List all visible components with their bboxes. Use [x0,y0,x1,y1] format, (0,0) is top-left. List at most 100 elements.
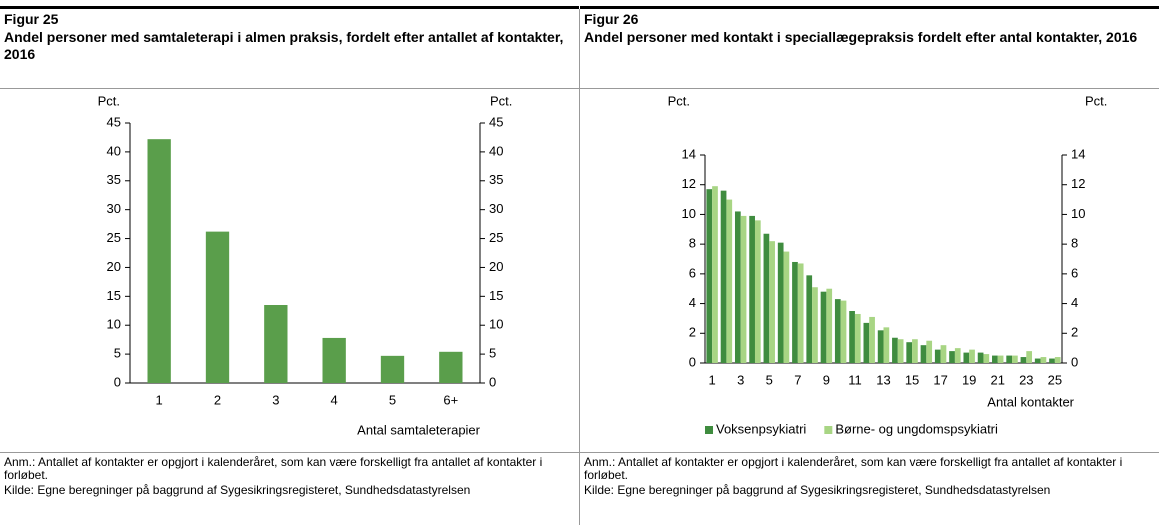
panel: Figur 25 Andel personer med samtaleterapi… [0,0,579,525]
bar [712,186,718,363]
x-tick-label: 15 [905,372,919,387]
y-tick-label: 10 [682,206,696,221]
y2-tick-label: 14 [1071,146,1085,161]
y-axis-label: Pct. [98,93,120,108]
y2-tick-label: 0 [489,374,496,389]
y2-tick-label: 35 [489,172,503,187]
figure-title: Andel personer med samtaleterapi i almen… [4,29,564,62]
bar [777,242,784,363]
source: Kilde: Egne beregninger på baggrund af S… [4,483,471,497]
bar [812,287,818,363]
bar [1020,357,1027,363]
bar [877,330,884,363]
x-tick-label: 3 [737,372,744,387]
x-tick-label: 19 [962,372,976,387]
y2-tick-label: 6 [1071,265,1078,280]
y2-tick-label: 8 [1071,236,1078,251]
x-tick-label: 1 [709,372,716,387]
bar [726,199,733,363]
panel: Figur 26 Andel personer med kontakt i spe… [580,0,1159,525]
bar [740,215,747,363]
y-tick-label: 10 [107,317,121,332]
bar [983,354,990,363]
bar [797,263,804,363]
y-tick-label: 14 [682,146,696,161]
y2-tick-label: 15 [489,288,503,303]
y-tick-label: 2 [689,325,696,340]
y2-tick-label: 20 [489,259,503,274]
figure-label: Figur 25 [4,11,59,27]
y2-tick-label: 10 [489,317,503,332]
x-axis-label: Antal kontakter [987,394,1074,409]
legend-label: Børne- og ungdomspsykiatri [835,421,998,436]
y-tick-label: 20 [107,259,121,274]
bar [863,322,870,363]
bar [1012,355,1018,363]
bar [806,275,813,363]
bar [1026,351,1033,363]
bar [897,339,904,363]
bar [147,139,171,383]
bar [1006,355,1013,363]
y-tick-label: 25 [107,230,121,245]
bar [920,345,927,363]
y2-tick-label: 10 [1071,206,1085,221]
rule [0,452,579,453]
y2-tick-label: 45 [489,114,503,129]
legend-label: Voksenpsykiatri [716,421,806,436]
y2-axis-label: Pct. [490,93,512,108]
x-tick-label: 4 [331,392,338,407]
bar [820,291,827,363]
bar [783,251,790,363]
bar [869,316,875,363]
bar [439,351,463,383]
bar [763,233,770,363]
header: Figur 26 Andel personer med kontakt i spe… [584,11,1155,87]
y2-tick-label: 0 [1071,354,1078,369]
bar [963,352,970,363]
bar [754,220,761,363]
bar [826,288,833,363]
bar [264,305,288,383]
bar [734,211,741,363]
y-tick-label: 5 [114,346,121,361]
note: Anm.: Antallet af kontakter er opgjort i… [4,455,543,482]
bar [322,337,346,383]
legend-swatch [705,426,713,434]
y2-axis-label: Pct. [1085,93,1107,108]
y-tick-label: 4 [689,295,696,310]
y-axis-label: Pct. [668,93,690,108]
footer: Anm.: Antallet af kontakter er opgjort i… [4,456,569,499]
header: Figur 25 Andel personer med samtaleterapi… [4,11,575,87]
bar [205,231,230,383]
bar [934,349,941,363]
note: Anm.: Antallet af kontakter er opgjort i… [584,455,1123,482]
x-tick-label: 2 [214,392,221,407]
bar [912,339,918,363]
x-tick-label: 9 [823,372,830,387]
bar [749,215,755,363]
bar [883,327,890,363]
rule [580,452,1159,453]
bar [892,337,898,363]
bar [840,300,847,363]
x-tick-label: 5 [766,372,773,387]
x-tick-label: 5 [389,392,396,407]
y-tick-label: 35 [107,172,121,187]
bar [949,351,955,363]
bar [954,348,961,363]
top-rule [580,6,1159,9]
bar [969,349,975,363]
y-tick-label: 15 [107,288,121,303]
x-tick-label: 3 [272,392,279,407]
y2-tick-label: 30 [489,201,503,216]
y-tick-label: 12 [682,176,696,191]
rule [580,88,1159,89]
x-tick-label: 13 [876,372,890,387]
bar [1034,358,1041,363]
y2-tick-label: 12 [1071,176,1085,191]
x-tick-label: 1 [156,392,163,407]
y2-tick-label: 4 [1071,295,1078,310]
